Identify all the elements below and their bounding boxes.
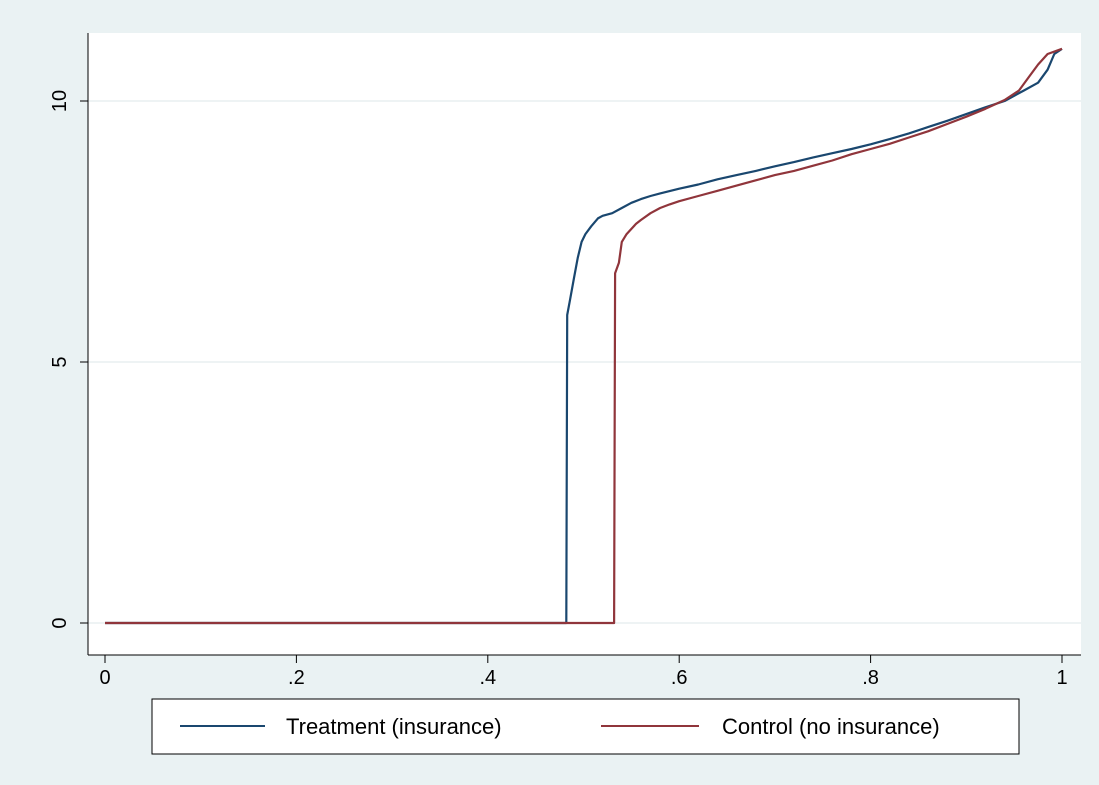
x-axis: 0 .2 .4 .6 .8 1 (99, 655, 1068, 689)
x-tick-label: .4 (479, 667, 496, 689)
legend: Treatment (insurance) Control (no insura… (151, 698, 1020, 755)
y-tick-label: 5 (49, 356, 71, 367)
y-tick-label: 10 (49, 90, 71, 112)
y-axis: 0 5 10 (49, 90, 88, 629)
series-line-treatment (105, 47, 1063, 625)
x-tick-label: .6 (671, 667, 688, 689)
legend-label-treatment: Treatment (insurance) (286, 714, 502, 739)
legend-label-control: Control (no insurance) (722, 714, 940, 739)
plot-area (88, 33, 1081, 655)
series-layer (105, 47, 1063, 625)
y-tick-label: 0 (49, 617, 71, 628)
x-tick-label: .8 (862, 667, 879, 689)
series-line-control (105, 47, 1063, 625)
x-tick-label: .2 (288, 667, 305, 689)
legend-box (151, 698, 1020, 755)
x-tick-label: 0 (99, 667, 110, 689)
x-tick-label: 1 (1056, 667, 1067, 689)
